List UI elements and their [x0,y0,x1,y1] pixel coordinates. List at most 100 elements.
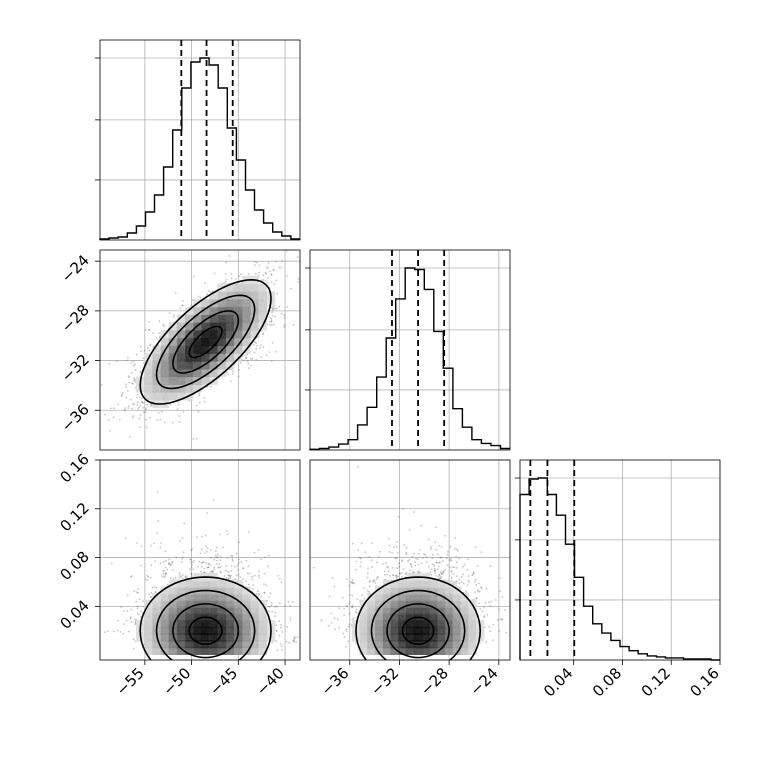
scatter-point [162,573,165,575]
scatter-point [163,560,165,563]
scatter-point [254,341,256,344]
density-bin [217,322,227,331]
scatter-point [263,592,266,594]
scatter-point [268,324,271,326]
scatter-point [203,552,206,555]
scatter-point [176,408,179,411]
scatter-point [180,575,183,578]
scatter-point [178,415,181,417]
scatter-point [164,575,167,577]
scatter-point [230,277,233,280]
scatter-point [201,535,204,538]
scatter-point [207,563,210,565]
density-bin [185,579,194,588]
scatter-point [260,558,263,561]
scatter-point [127,407,130,409]
density-bin [201,606,210,615]
scatter-point [184,576,187,579]
scatter-point [265,354,268,356]
density-bin [168,606,177,615]
scatter-point [265,584,268,587]
density-bin [217,314,227,323]
scatter-point [179,576,182,579]
scatter-point [280,626,282,629]
scatter-point [137,588,140,590]
scatter-point [163,576,166,578]
density-bin [193,345,202,354]
scatter-point [182,299,184,302]
density-bin [217,646,227,655]
scatter-point [191,563,193,566]
density-bin [250,606,259,615]
scatter-point [225,577,228,579]
scatter-point [209,564,212,566]
scatter-point [134,386,137,389]
density-bin [209,345,218,354]
scatter-point [235,552,238,555]
scatter-point [313,601,315,603]
scatter-point [269,270,272,273]
scatter-point [96,611,98,613]
scatter-point [134,378,136,381]
density-bin [234,606,243,615]
scatter-point [270,320,273,322]
density-bin [160,640,169,649]
scatter-point [156,532,159,535]
scatter-point [198,560,201,563]
scatter-point [275,629,278,632]
scatter-point [138,396,141,399]
scatter-point [253,551,256,554]
scatter-point [246,360,249,363]
scatter-point [242,567,245,570]
scatter-point [293,637,295,640]
scatter-point [132,638,135,641]
scatter-point [276,649,279,652]
scatter-point [271,641,274,644]
density-panel-3 [309,459,511,661]
density-bin [201,633,210,642]
scatter-point [201,561,204,564]
scatter-point [130,575,133,577]
scatter-point [211,570,213,572]
scatter-point [164,573,167,576]
scatter-point [253,351,256,354]
scatter-point [179,307,182,310]
scatter-point [136,403,139,406]
scatter-point [259,346,261,349]
scatter-point [271,610,274,613]
scatter-point [226,557,229,559]
scatter-point [163,325,165,327]
scatter-point [156,419,159,421]
density-bin [185,314,194,323]
scatter-point [258,264,261,267]
scatter-point [267,267,270,269]
scatter-point [216,556,219,559]
scatter-point [270,274,273,276]
density-bin [258,291,267,300]
scatter-point [160,410,163,413]
scatter-point [251,357,254,360]
scatter-point [360,542,363,545]
scatter-point [174,576,177,579]
scatter-point [136,542,138,544]
scatter-point [206,550,208,553]
density-bin [152,361,161,370]
density-bin [176,322,186,331]
density-bin [168,345,177,354]
density-bin [258,283,267,292]
density-bin [201,330,210,339]
density-bin [176,599,186,608]
scatter-point [178,421,181,423]
density-bin [258,306,267,315]
scatter-point [207,566,210,569]
contour-level-4 [139,278,272,405]
scatter-point [264,279,267,282]
scatter-point [280,645,283,647]
scatter-point [136,591,138,594]
density-bin [226,361,235,370]
density-bin [242,322,251,331]
scatter-point [384,562,387,565]
scatter-point [230,555,232,557]
scatter-point [149,416,152,419]
